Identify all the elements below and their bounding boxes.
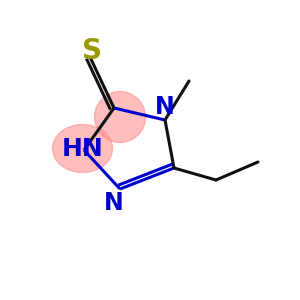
Circle shape xyxy=(94,92,146,142)
Ellipse shape xyxy=(52,124,112,172)
Text: N: N xyxy=(104,190,124,214)
Text: HN: HN xyxy=(61,136,103,160)
Text: S: S xyxy=(82,37,101,65)
Text: N: N xyxy=(155,94,175,118)
